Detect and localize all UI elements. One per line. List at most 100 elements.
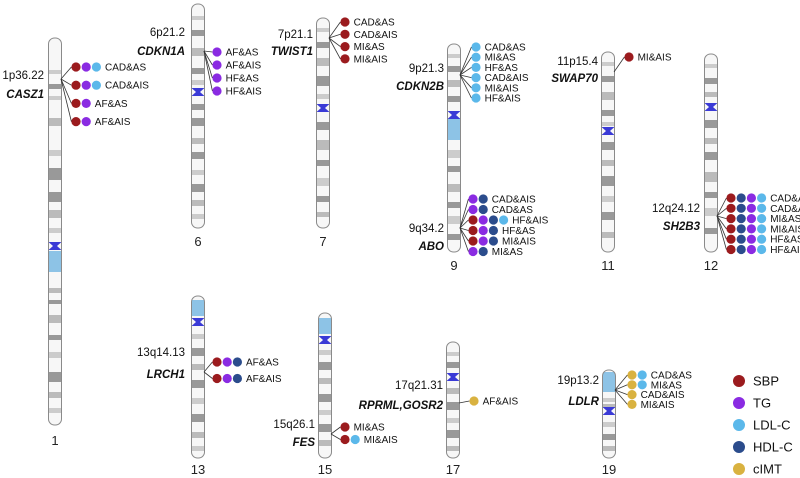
connector-line [330, 426, 341, 435]
chromosome-band [48, 150, 62, 156]
chromosome-band [316, 196, 330, 202]
connector-line [716, 207, 727, 217]
cytoband-label: 6p21.2 [150, 27, 185, 39]
trait-dot-sbp [212, 373, 222, 384]
connector-line [459, 56, 472, 76]
disease-pair-label: CAD&AS [651, 371, 692, 382]
disease-pair-label: HF&AIS [485, 94, 521, 105]
chromosome-band [316, 76, 330, 86]
chromosome-band [191, 138, 205, 144]
chromosome-band [191, 446, 205, 451]
disease-pair-label: AF&AIS [226, 61, 262, 72]
legend-swatch-ldl-c [733, 419, 745, 431]
chromosome-outline [704, 53, 718, 253]
trait-dot-sbp [71, 117, 81, 127]
chromosome-band [602, 434, 616, 440]
trait-dot-sbp [340, 29, 350, 39]
connector-line [60, 78, 72, 104]
stalk-region [602, 372, 616, 392]
chromosome-number-label: 11 [601, 258, 615, 273]
chromosome-body [191, 4, 205, 228]
chromosome-band [447, 166, 461, 172]
gene-label: RPRML,GOSR2 [359, 400, 444, 412]
chromosome-1: 1 [48, 37, 62, 448]
connector-line [614, 384, 628, 391]
chromosome-band [446, 388, 460, 394]
chromosome-band [191, 16, 205, 20]
trait-dot-hdl-c [478, 246, 488, 257]
disease-pair-label: CAD&AIS [770, 204, 800, 215]
chromosome-band [704, 78, 718, 84]
connector-line [60, 78, 72, 86]
chromosome-band [447, 216, 461, 224]
chromosome-band [48, 192, 62, 202]
chromosome-outline [48, 37, 62, 426]
chromosome-band [318, 410, 332, 415]
chromosome-band [191, 364, 205, 370]
connector-line [203, 361, 213, 373]
chromosome-band [704, 192, 718, 198]
chromosome-band [318, 424, 332, 432]
connector-line [614, 389, 628, 405]
connector-line [716, 215, 727, 219]
gene-label: ABO [417, 241, 444, 253]
chromosome-band [191, 380, 205, 388]
centromere [318, 336, 332, 344]
trait-dot-ldl-c [91, 62, 101, 72]
connector-line [614, 389, 628, 395]
cytoband-label: 12q24.12 [652, 203, 700, 215]
legend-swatch-sbp [733, 375, 745, 387]
trait-dot-sbp [726, 244, 736, 255]
chromosome-band [447, 202, 461, 208]
legend-label: TG [753, 396, 771, 411]
disease-pair-label: HF&AIS [770, 245, 800, 256]
chromosome-band [318, 440, 332, 446]
chromosome-band [447, 54, 461, 58]
trait-dot-ldl-c [757, 234, 767, 244]
trait-dot-tg [746, 224, 757, 234]
trait-dot-ldl-c [471, 83, 481, 93]
trait-dot-sbp [468, 236, 478, 246]
trait-dot-ldl-c [471, 52, 481, 62]
trait-dot-ldl-c [757, 203, 767, 213]
trait-dot-sbp [340, 42, 350, 52]
chromosome-band [704, 152, 718, 160]
chromosome-band [48, 408, 62, 413]
disease-pair-label: HF&AIS [226, 87, 262, 98]
centromere [316, 104, 330, 112]
chromosome-band [191, 334, 205, 339]
disease-pair-label: CAD&AS [770, 194, 800, 205]
chromosome-band [601, 142, 615, 150]
chromosome-band [191, 30, 205, 36]
chromosome-outline [447, 43, 461, 253]
connector-line [203, 50, 213, 66]
chromosome-number-label: 13 [191, 462, 205, 477]
cytoband-label: 17q21.31 [395, 380, 443, 392]
trait-dot-hdl-c [736, 224, 746, 234]
centromere [704, 103, 718, 111]
chromosome-outline [316, 17, 330, 229]
disease-pair-label: HF&AS [502, 226, 536, 237]
disease-pair-label: CAD&AS [105, 63, 146, 74]
disease-pair-label: CAD&AIS [485, 73, 529, 84]
locus-swap70: 11p15.4 SWAP70 MI&AIS [551, 52, 672, 85]
chromosome-band [48, 96, 62, 100]
disease-pair-label: MI&AIS [641, 400, 675, 411]
chromosome-band [318, 350, 332, 355]
chromosome-band [602, 446, 616, 451]
trait-dot-sbp [71, 62, 81, 72]
centromere [602, 407, 616, 415]
chromosome-7: 7 [316, 17, 330, 249]
chromosome-band [48, 168, 62, 180]
disease-pair-label: MI&AS [492, 247, 523, 258]
trait-dot-sbp [726, 203, 736, 213]
connector-line [716, 215, 727, 230]
locus-rprml-gosr2: 17q21.31 RPRML,GOSR2 AF&AIS [359, 380, 519, 412]
disease-pair-label: MI&AIS [485, 83, 519, 94]
cytoband-label: 9q34.2 [409, 223, 444, 235]
trait-dot-hdl-c [736, 193, 746, 203]
chromosome-band [48, 84, 62, 89]
connector-line [614, 374, 628, 391]
chromosome-band [704, 172, 718, 182]
